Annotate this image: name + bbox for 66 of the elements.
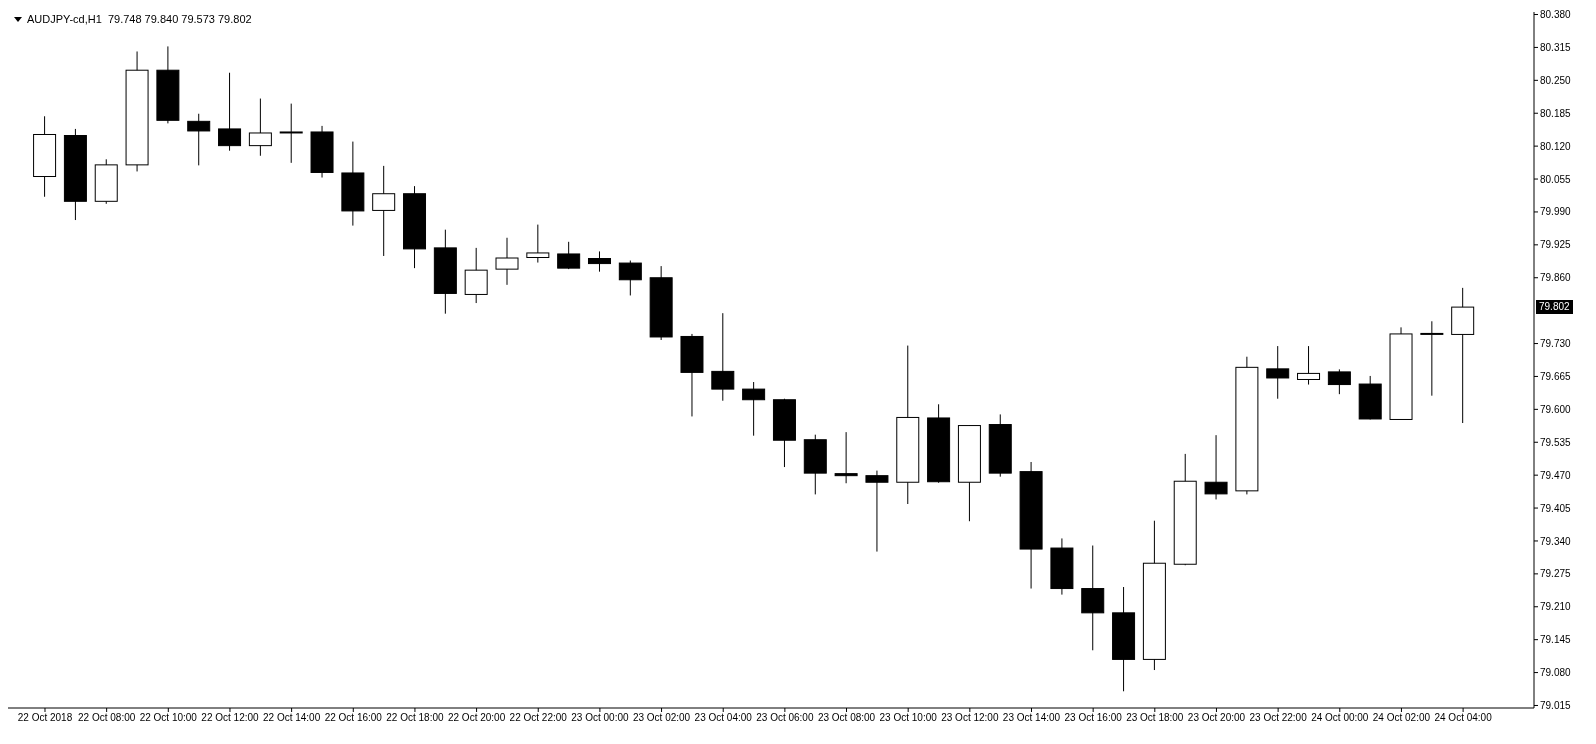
- y-tick-label: 79.275: [1540, 568, 1572, 580]
- text: 79.802: [1536, 300, 1573, 315]
- candlestick: [1204, 434, 1228, 500]
- x-tick-label: 22 Oct 22:00: [509, 712, 568, 724]
- x-tick-label: 22 Oct 16:00: [324, 712, 383, 724]
- chart-title: AUDJPY-cd,H1 79.748 79.840 79.573 79.802: [27, 13, 252, 25]
- candlestick: [372, 165, 396, 257]
- x-tick-label: 23 Oct 22:00: [1249, 712, 1308, 724]
- x-tick-label: 24 Oct 00:00: [1311, 712, 1369, 724]
- x-tick-label: 24 Oct 04:00: [1434, 712, 1493, 724]
- y-tick-label: 79.340: [1540, 535, 1572, 547]
- candlestick: [1327, 368, 1351, 395]
- y-tick-label: 80.055: [1540, 173, 1572, 185]
- candlestick: [834, 431, 858, 484]
- candlestick: [526, 224, 550, 264]
- x-tick-label: 23 Oct 02:00: [632, 712, 691, 724]
- candlestick: [587, 250, 611, 273]
- y-tick-label: 79.990: [1540, 206, 1572, 218]
- y-tick-label: 79.015: [1540, 700, 1572, 712]
- candlestick: [187, 113, 211, 166]
- x-tick-label: 22 Oct 12:00: [201, 712, 260, 724]
- x-tick-label: 22 Oct 2018: [17, 712, 73, 724]
- y-tick-label: 79.405: [1540, 502, 1572, 514]
- x-tick-label: 23 Oct 04:00: [694, 712, 753, 724]
- y-tick-label: 79.210: [1540, 601, 1572, 613]
- x-tick-label: 22 Oct 18:00: [386, 712, 444, 724]
- y-tick-label: 79.145: [1540, 634, 1572, 646]
- x-tick-label: 23 Oct 20:00: [1187, 712, 1246, 724]
- y-tick-label: 80.185: [1540, 107, 1572, 119]
- candlestick: [1420, 320, 1444, 397]
- y-tick-label: 80.380: [1540, 9, 1572, 21]
- x-tick-label: 22 Oct 20:00: [447, 712, 506, 724]
- candlestick: [557, 241, 581, 270]
- x-tick-label: 22 Oct 08:00: [78, 712, 136, 724]
- y-tick-label: 80.120: [1540, 140, 1572, 152]
- y-tick-label: 79.730: [1540, 338, 1572, 350]
- x-tick-label: 22 Oct 10:00: [139, 712, 198, 724]
- y-tick-label: 79.470: [1540, 469, 1572, 481]
- y-tick-label: 80.250: [1540, 74, 1572, 86]
- y-tick-label: 79.925: [1540, 239, 1572, 251]
- candlestick: [865, 470, 889, 553]
- candlestick: [1266, 345, 1290, 400]
- x-tick-label: 23 Oct 10:00: [879, 712, 938, 724]
- y-tick-label: 79.600: [1540, 403, 1572, 415]
- y-tick-label: 79.080: [1540, 667, 1572, 679]
- candlestick: [248, 98, 272, 157]
- x-tick-label: 23 Oct 16:00: [1064, 712, 1123, 724]
- candlestick: [711, 312, 735, 402]
- candlestick: [618, 260, 642, 296]
- candlestick: [495, 237, 519, 286]
- x-tick-label: 23 Oct 18:00: [1126, 712, 1184, 724]
- x-tick-label: 23 Oct 08:00: [817, 712, 876, 724]
- x-tick-label: 23 Oct 14:00: [1002, 712, 1061, 724]
- x-tick-label: 23 Oct 06:00: [756, 712, 814, 724]
- candlestick: [742, 381, 766, 437]
- x-tick-label: 23 Oct 00:00: [571, 712, 629, 724]
- y-tick-label: 79.665: [1540, 371, 1572, 382]
- y-tick-label: 79.860: [1540, 272, 1572, 284]
- x-tick-label: 23 Oct 12:00: [941, 712, 999, 724]
- x-tick-label: 24 Oct 02:00: [1372, 712, 1431, 724]
- candlestick: [218, 72, 242, 152]
- candlestick: [1297, 345, 1321, 386]
- y-tick-label: 79.535: [1540, 436, 1572, 448]
- x-tick-label: 22 Oct 14:00: [262, 712, 321, 724]
- y-tick-label: 80.315: [1540, 41, 1572, 53]
- candlestick: [279, 103, 303, 164]
